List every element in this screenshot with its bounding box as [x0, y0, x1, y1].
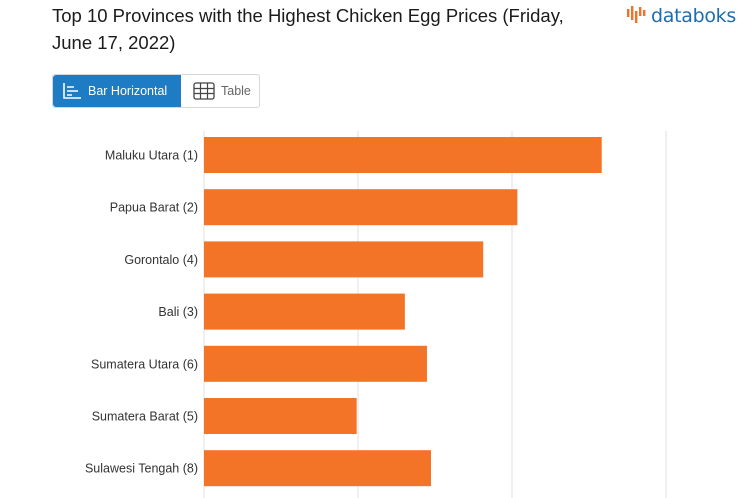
table-icon	[193, 82, 215, 100]
category-label: Papua Barat (2)	[110, 201, 198, 215]
bar-horizontal-button[interactable]: Bar Horizontal	[53, 75, 181, 107]
category-label: Gorontalo (4)	[124, 253, 198, 267]
table-label: Table	[221, 84, 251, 98]
bar-chart-icon	[63, 83, 81, 99]
table-button[interactable]: Table	[181, 75, 259, 107]
category-label: Sulawesi Tengah (8)	[85, 462, 198, 476]
category-label: Bali (3)	[158, 305, 198, 319]
bar[interactable]	[204, 293, 405, 330]
databoks-logo: databoks	[626, 4, 736, 28]
category-label: Maluku Utara (1)	[105, 149, 198, 163]
bar[interactable]	[204, 189, 518, 226]
bar-horizontal-label: Bar Horizontal	[88, 84, 168, 98]
bar[interactable]	[204, 241, 484, 278]
view-toggle: Bar Horizontal Table	[52, 74, 260, 108]
bar[interactable]	[204, 345, 427, 382]
databoks-bars-icon	[627, 6, 646, 23]
bar[interactable]	[204, 398, 357, 434]
category-label: Sumatera Utara (6)	[91, 357, 198, 371]
bar[interactable]	[204, 137, 602, 173]
category-label: Sumatera Barat (5)	[92, 410, 198, 424]
logo-wordmark: databoks	[651, 5, 736, 27]
bar[interactable]	[204, 450, 431, 487]
chart-title: Top 10 Provinces with the Highest Chicke…	[52, 5, 564, 53]
